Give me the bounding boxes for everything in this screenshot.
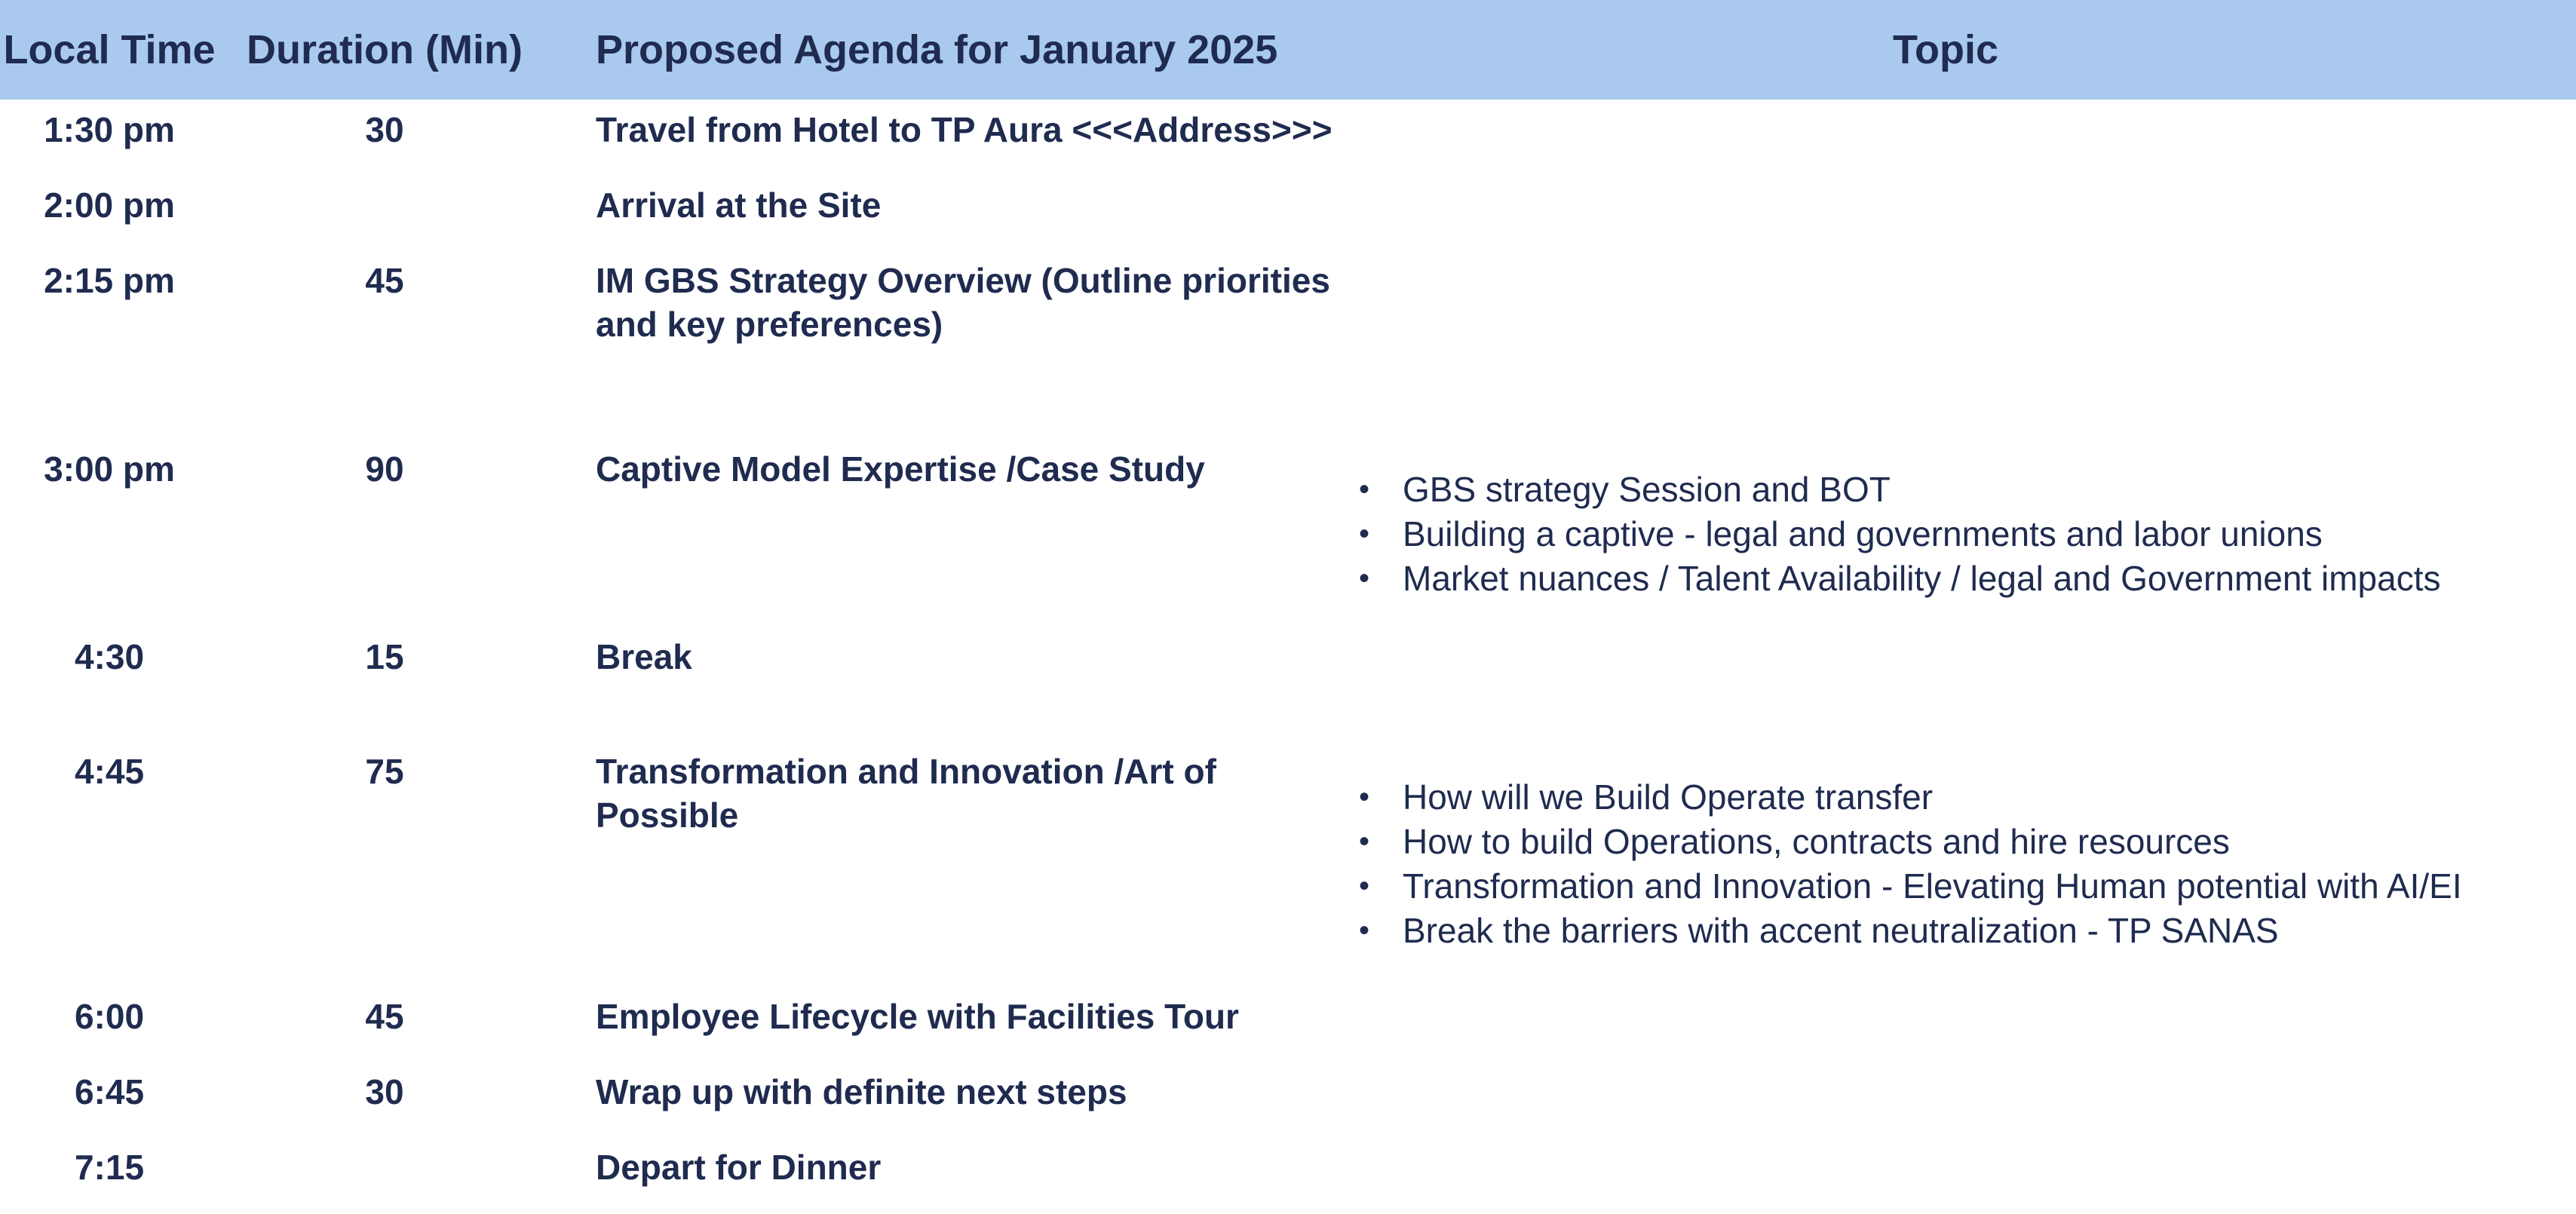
row-agenda: Employee Lifecycle with Facilities Tour (596, 997, 1239, 1036)
row-agenda: Travel from Hotel to TP Aura <<<Address>… (596, 110, 1332, 149)
row-time: 3:00 pm (44, 449, 175, 489)
list-item: • Transformation and Innovation - Elevati… (1350, 864, 2556, 909)
row-agenda: Transformation and Innovation /Art of Po… (596, 752, 1216, 835)
row-duration: 15 (365, 637, 404, 676)
row-duration: 30 (365, 1072, 404, 1111)
topic-text: Market nuances / Talent Availability / l… (1403, 559, 2441, 598)
list-item: • GBS strategy Session and BOT (1350, 468, 2556, 512)
list-item: • Building a captive - legal and governme… (1350, 512, 2556, 556)
row-duration: 45 (365, 261, 404, 300)
bullet-icon: • (1359, 869, 1370, 903)
list-item: • Market nuances / Talent Availability / … (1350, 556, 2556, 601)
row-duration: 90 (365, 449, 404, 489)
row-time: 4:30 (74, 637, 145, 676)
row-agenda: Break (596, 637, 692, 676)
table-header: Local Time Duration (Min) Proposed Agend… (0, 0, 2576, 100)
bullet-icon: • (1359, 473, 1370, 506)
row-time: 1:30 pm (44, 110, 175, 149)
topic-text: How to build Operations, contracts and h… (1403, 822, 2230, 861)
row-time: 6:45 (74, 1072, 145, 1111)
row-agenda: Captive Model Expertise /Case Study (596, 449, 1205, 489)
topic-list: • GBS strategy Session and BOT • Building … (1350, 468, 2556, 601)
topic-text: Building a captive - legal and governmen… (1403, 514, 2323, 553)
row-agenda: IM GBS Strategy Overview (Outline priori… (596, 261, 1330, 344)
topic-text: Transformation and Innovation - Elevatin… (1403, 866, 2462, 906)
header-agenda: Proposed Agenda for January 2025 (596, 27, 1278, 72)
row-duration: 75 (365, 752, 404, 791)
bullet-icon: • (1359, 517, 1370, 550)
bullet-icon: • (1359, 562, 1370, 595)
topic-text: Break the barriers with accent neutraliz… (1403, 911, 2279, 950)
row-agenda: Arrival at the Site (596, 185, 882, 225)
topic-list: • How will we Build Operate transfer • How… (1350, 775, 2556, 953)
topic-text: How will we Build Operate transfer (1403, 777, 1934, 817)
header-local-time: Local Time (3, 27, 216, 72)
list-item: • How to build Operations, contracts and … (1350, 820, 2556, 864)
bullet-icon: • (1359, 914, 1370, 947)
row-time: 6:00 (74, 997, 145, 1036)
topic-text: GBS strategy Session and BOT (1403, 470, 1891, 509)
row-time: 2:00 pm (44, 185, 175, 225)
header-topic: Topic (1893, 27, 1998, 72)
row-agenda: Wrap up with definite next steps (596, 1072, 1127, 1111)
bullet-icon: • (1359, 780, 1370, 814)
row-time: 7:15 (74, 1148, 145, 1187)
row-agenda: Depart for Dinner (596, 1148, 882, 1187)
bullet-icon: • (1359, 825, 1370, 858)
header-duration: Duration (Min) (247, 27, 523, 72)
row-time: 4:45 (74, 752, 145, 791)
row-duration: 45 (365, 997, 404, 1036)
list-item: • Break the barriers with accent neutrali… (1350, 909, 2556, 953)
row-duration: 30 (365, 110, 404, 149)
row-time: 2:15 pm (44, 261, 175, 300)
list-item: • How will we Build Operate transfer (1350, 775, 2556, 820)
